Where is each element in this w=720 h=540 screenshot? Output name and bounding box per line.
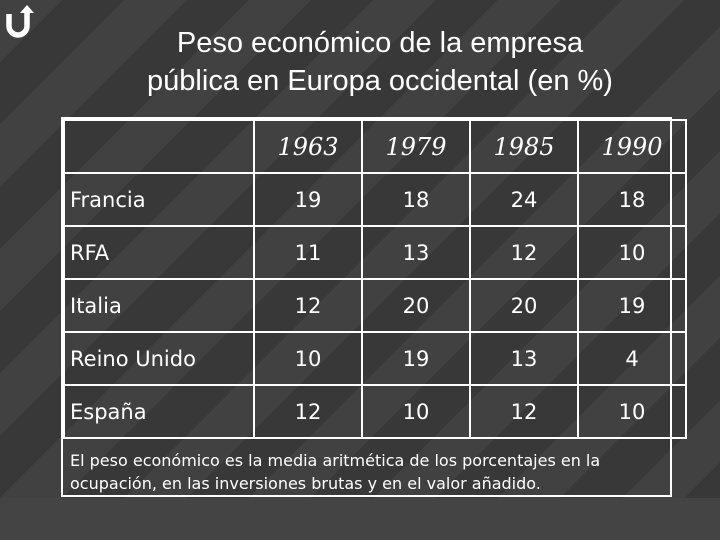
row-label: Francia [63,172,255,227]
row-label: Reino Unido [63,331,255,386]
table-cell: 19 [361,331,471,386]
row-label: Italia [63,278,255,333]
title-line-1: Peso económico de la empresa [176,27,584,59]
header-cell-year: 1963 [253,119,363,174]
table-cell: 18 [577,172,687,227]
title-line-2: pública en Europa occidental (en %) [147,65,613,97]
table-cell: 10 [577,384,687,439]
table-cell: 13 [361,225,471,280]
table-cell: 12 [253,278,363,333]
footer-band [0,498,720,540]
slide-title: Peso económico de la empresa pública en … [60,24,700,100]
row-label: España [63,384,255,439]
table-cell: 19 [253,172,363,227]
row-label: RFA [63,225,255,280]
table-header-row: 1963 1979 1985 1990 [63,119,687,174]
data-table-frame: 1963 1979 1985 1990 Francia 19 18 24 18 … [61,117,687,497]
return-arrow-icon [4,4,40,40]
table-cell: 11 [253,225,363,280]
table-cell: 12 [253,384,363,439]
table-footnote: El peso económico es la media aritmética… [70,451,601,493]
table-cell: 10 [577,225,687,280]
table-cell: 20 [469,278,579,333]
header-cell-year: 1979 [361,119,471,174]
table-cell: 10 [253,331,363,386]
data-table: 1963 1979 1985 1990 Francia 19 18 24 18 … [63,119,687,439]
table-cell: 19 [577,278,687,333]
table-cell: 18 [361,172,471,227]
table-cell: 24 [469,172,579,227]
table-cell: 12 [469,225,579,280]
table-cell: 10 [361,384,471,439]
table-row: Reino Unido 10 19 13 4 [63,331,687,386]
table-row: RFA 11 13 12 10 [63,225,687,280]
table-cell: 20 [361,278,471,333]
table-cell: 13 [469,331,579,386]
table-cell: 4 [577,331,687,386]
table-cell: 12 [469,384,579,439]
header-cell-year: 1985 [469,119,579,174]
header-cell-corner [63,119,255,174]
table-row: Francia 19 18 24 18 [63,172,687,227]
table-row: España 12 10 12 10 [63,384,687,439]
table-row: Italia 12 20 20 19 [63,278,687,333]
header-cell-year: 1990 [577,119,687,174]
